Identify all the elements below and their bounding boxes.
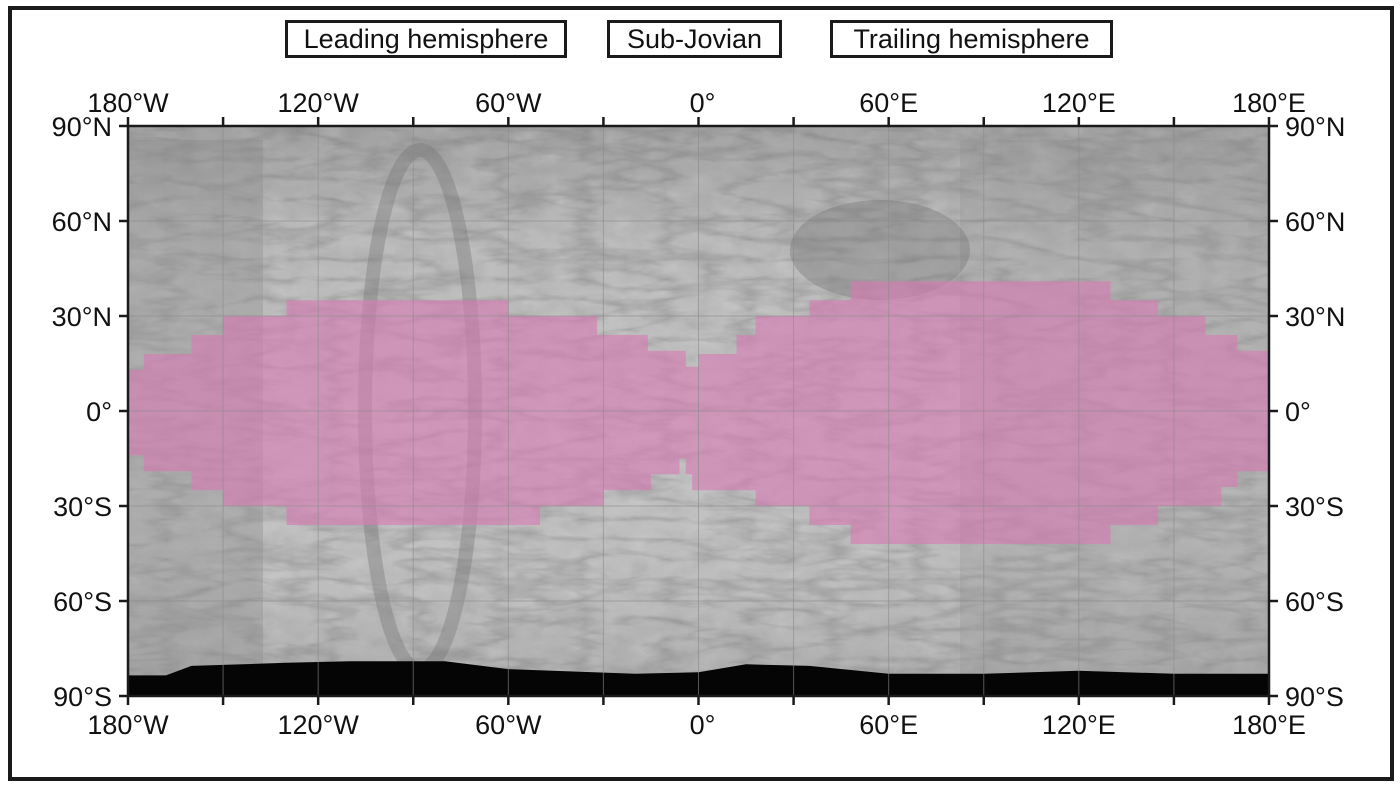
- longitude-label: 180°E: [1232, 88, 1306, 118]
- latitude-label: 90°S: [1285, 682, 1344, 712]
- latitude-label: 60°S: [53, 587, 112, 617]
- longitude-label: 60°E: [859, 88, 918, 118]
- latitude-labels-left: 90°N 60°N 30°N 0° 30°S 60°S 90°S: [52, 112, 112, 712]
- latitude-label: 30°S: [53, 492, 112, 522]
- longitude-label: 120°W: [277, 710, 359, 740]
- sub-jovian-label: Sub-Jovian: [607, 20, 782, 58]
- longitude-label: 120°E: [1042, 710, 1116, 740]
- longitude-label: 60°E: [859, 710, 918, 740]
- longitude-label: 120°W: [277, 88, 359, 118]
- latitude-label: 60°N: [1285, 207, 1345, 237]
- trailing-hemisphere-label: Trailing hemisphere: [830, 20, 1113, 58]
- axis-ticks: [119, 117, 1278, 705]
- longitude-labels-top: 180°W 120°W 60°W 0° 60°E 120°E 180°E: [87, 88, 1306, 118]
- longitude-label: 120°E: [1042, 88, 1116, 118]
- latitude-label: 90°N: [1285, 112, 1345, 142]
- longitude-label: 180°E: [1232, 710, 1306, 740]
- longitude-label: 0°: [690, 88, 716, 118]
- longitude-labels-bottom: 180°W 120°W 60°W 0° 60°E 120°E 180°E: [87, 710, 1306, 740]
- map-border: [126, 124, 1271, 698]
- longitude-label: 180°W: [87, 710, 169, 740]
- latitude-label: 90°N: [52, 112, 112, 142]
- longitude-label: 0°: [690, 710, 716, 740]
- longitude-label: 60°W: [475, 710, 542, 740]
- latitude-label: 30°N: [52, 302, 112, 332]
- latitude-label: 60°S: [1285, 587, 1344, 617]
- longitude-label: 60°W: [475, 88, 542, 118]
- latitude-label: 90°S: [53, 682, 112, 712]
- graticule: [128, 126, 1269, 696]
- figure-frame: [8, 6, 1394, 781]
- leading-hemisphere-label: Leading hemisphere: [285, 20, 567, 58]
- latitude-label: 30°N: [1285, 302, 1345, 332]
- latitude-label: 60°N: [52, 207, 112, 237]
- latitude-label: 30°S: [1285, 492, 1344, 522]
- latitude-label: 0°: [1285, 397, 1311, 427]
- latitude-label: 0°: [86, 397, 112, 427]
- latitude-labels-right: 90°N 60°N 30°N 0° 30°S 60°S 90°S: [1285, 112, 1345, 712]
- longitude-label: 180°W: [87, 88, 169, 118]
